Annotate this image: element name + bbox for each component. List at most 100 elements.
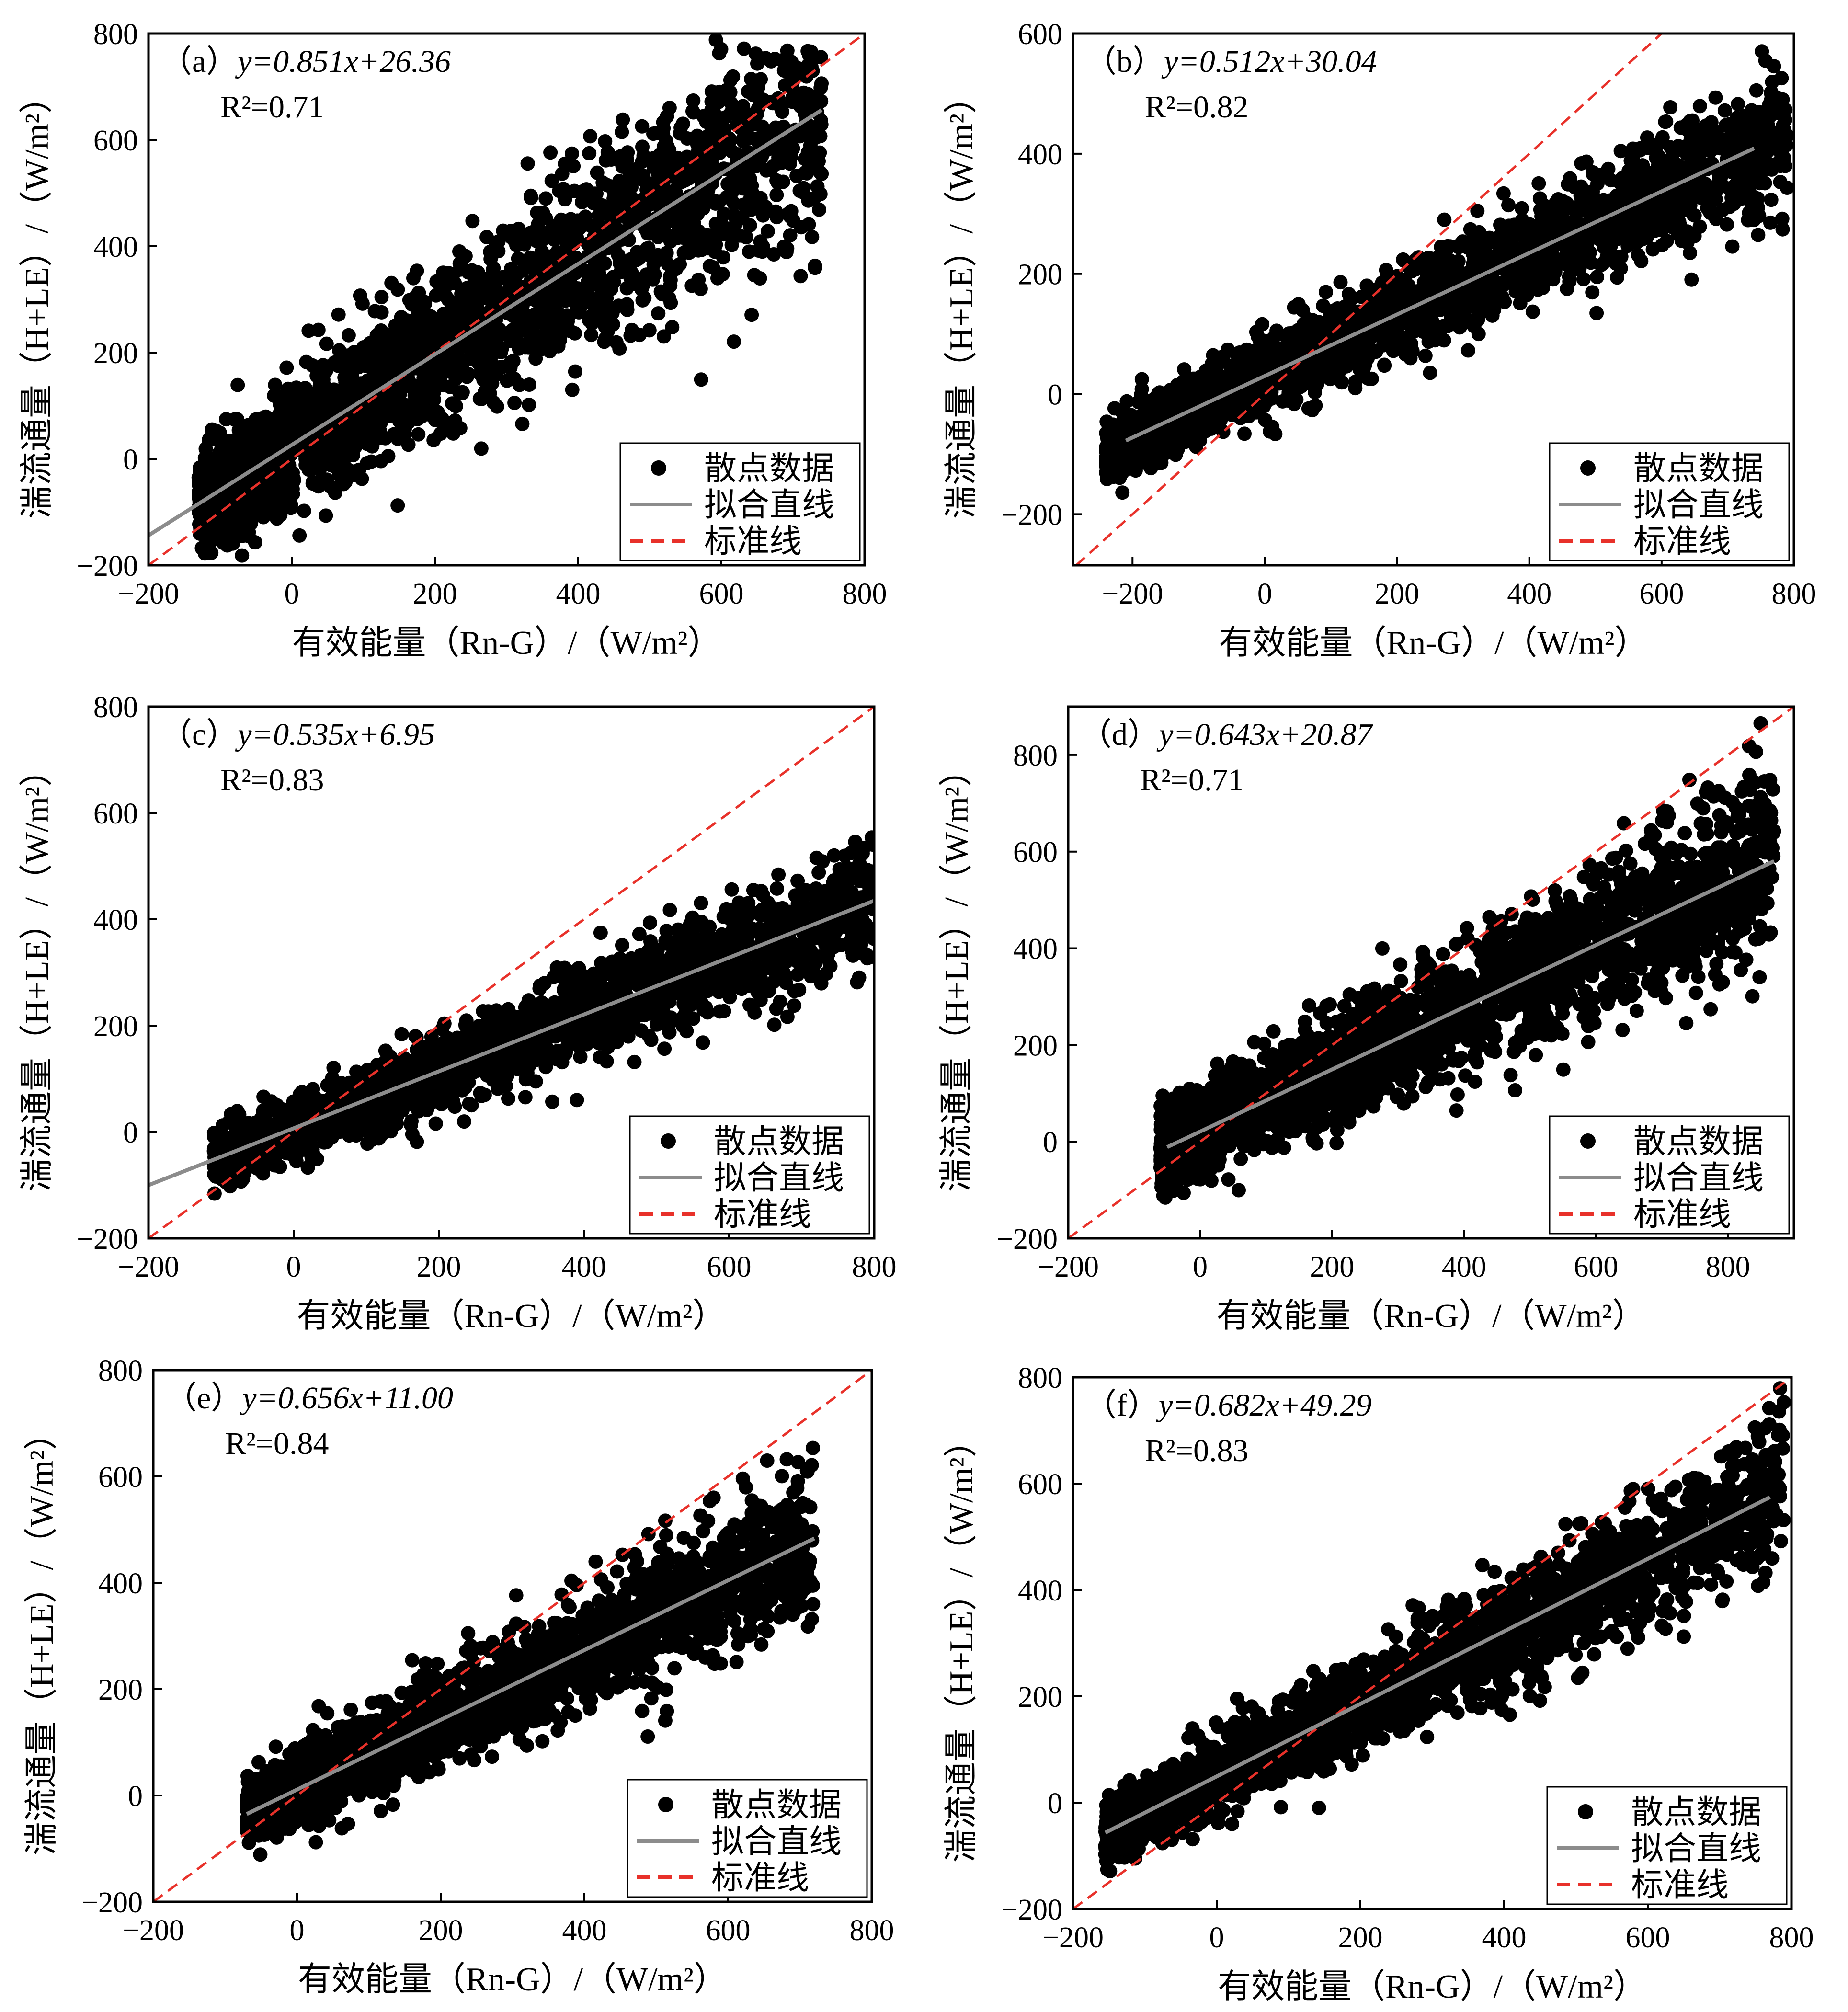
scatter-point xyxy=(1775,222,1790,237)
scatter-point xyxy=(1685,113,1700,128)
scatter-point xyxy=(647,151,662,165)
scatter-point xyxy=(649,187,664,202)
r-squared: R²=0.82 xyxy=(1145,90,1249,125)
scatter-point xyxy=(675,230,690,245)
scatter-point xyxy=(1377,358,1392,373)
scatter-point xyxy=(1237,426,1252,441)
scatter-point xyxy=(279,360,294,375)
scatter-point xyxy=(521,340,536,355)
scatter-point xyxy=(198,480,213,495)
scatter-point xyxy=(724,238,739,252)
scatter-point xyxy=(1492,235,1506,250)
scatter-point xyxy=(1285,325,1300,340)
scatter-point xyxy=(442,360,456,375)
scatter-point xyxy=(636,278,650,293)
scatter-point xyxy=(700,228,715,242)
scatter-point xyxy=(1601,220,1616,235)
scatter-point xyxy=(1513,296,1528,310)
scatter-point xyxy=(507,371,522,386)
scatter-point xyxy=(1760,116,1775,131)
scatter-point xyxy=(266,474,281,489)
x-tick-label: 200 xyxy=(413,578,457,610)
scatter-point xyxy=(688,231,702,246)
scatter-point xyxy=(1497,295,1512,309)
scatter-point xyxy=(480,374,495,389)
scatter-point xyxy=(389,394,404,409)
scatter-point xyxy=(494,360,508,375)
scatter-point xyxy=(728,218,742,233)
scatter-point xyxy=(661,257,675,272)
y-tick-label: 0 xyxy=(123,444,138,476)
scatter-point xyxy=(597,334,612,349)
scatter-point xyxy=(1122,446,1137,461)
scatter-point xyxy=(657,217,672,232)
scatter-point xyxy=(1660,213,1675,227)
scatter-point xyxy=(1680,235,1695,250)
scatter-point xyxy=(319,336,334,351)
scatter-point xyxy=(1585,165,1600,180)
scatter-point xyxy=(1398,273,1413,287)
scatter-point xyxy=(411,427,426,442)
scatter-point xyxy=(1679,139,1694,154)
y-tick-label: −200 xyxy=(77,550,138,583)
scatter-point xyxy=(619,210,634,225)
scatter-point xyxy=(1292,368,1307,383)
y-tick-label: 800 xyxy=(93,18,138,51)
scatter-point xyxy=(364,454,378,469)
scatter-point xyxy=(1775,211,1790,226)
scatter-point xyxy=(712,194,727,209)
scatter-point xyxy=(691,273,706,287)
fit-equation: （a）y=0.851x+26.36 xyxy=(160,44,451,79)
scatter-point xyxy=(771,867,786,882)
scatter-point xyxy=(1419,282,1434,297)
y-tick-label: 600 xyxy=(1018,18,1062,51)
scatter-point xyxy=(1658,114,1673,129)
scatter-point xyxy=(769,210,784,225)
scatter-point xyxy=(1124,409,1139,424)
scatter-point xyxy=(219,412,233,427)
scatter-point xyxy=(1334,306,1348,321)
scatter-point xyxy=(575,195,589,209)
x-tick-label: −200 xyxy=(1102,578,1163,610)
scatter-point xyxy=(612,341,627,356)
scatter-point xyxy=(351,417,365,432)
scatter-point xyxy=(416,340,431,355)
scatter-point xyxy=(785,91,800,105)
scatter-point xyxy=(1418,348,1433,363)
scatter-point xyxy=(1717,103,1732,118)
scatter-point xyxy=(742,185,757,200)
scatter-point xyxy=(1099,414,1114,429)
scatter-point xyxy=(773,100,788,114)
scatter-point xyxy=(1359,278,1374,293)
scatter-point xyxy=(202,450,217,465)
scatter-point xyxy=(1115,485,1130,500)
fit-line xyxy=(1125,147,1755,443)
y-tick-label: 200 xyxy=(93,337,138,370)
scatter-point xyxy=(799,166,814,181)
scatter-point xyxy=(247,475,262,489)
scatter-point xyxy=(443,379,457,394)
scatter-point xyxy=(1763,215,1778,230)
scatter-point xyxy=(291,418,306,433)
scatter-point xyxy=(801,217,816,232)
scatter-point xyxy=(305,475,320,490)
scatter-point xyxy=(1420,269,1435,283)
scatter-point xyxy=(323,480,338,494)
scatter-point xyxy=(1673,120,1688,135)
scatter-point xyxy=(783,228,798,243)
scatter-point xyxy=(663,234,678,249)
scatter-point xyxy=(1315,351,1330,366)
scatter-point xyxy=(1407,308,1422,322)
scatter-point xyxy=(1260,352,1275,366)
scatter-point xyxy=(724,144,739,159)
x-tick-label: −200 xyxy=(118,578,179,610)
x-tick-label: 200 xyxy=(1375,578,1419,610)
scatter-point xyxy=(505,322,520,337)
y-axis-title: 湍流通量（H+LE）/（W/m²） xyxy=(943,80,980,519)
scatter-point xyxy=(1402,260,1416,274)
scatter-point xyxy=(748,153,763,168)
scatter-point xyxy=(685,104,700,119)
scatter-point xyxy=(1437,333,1451,348)
scatter-point xyxy=(663,296,678,310)
